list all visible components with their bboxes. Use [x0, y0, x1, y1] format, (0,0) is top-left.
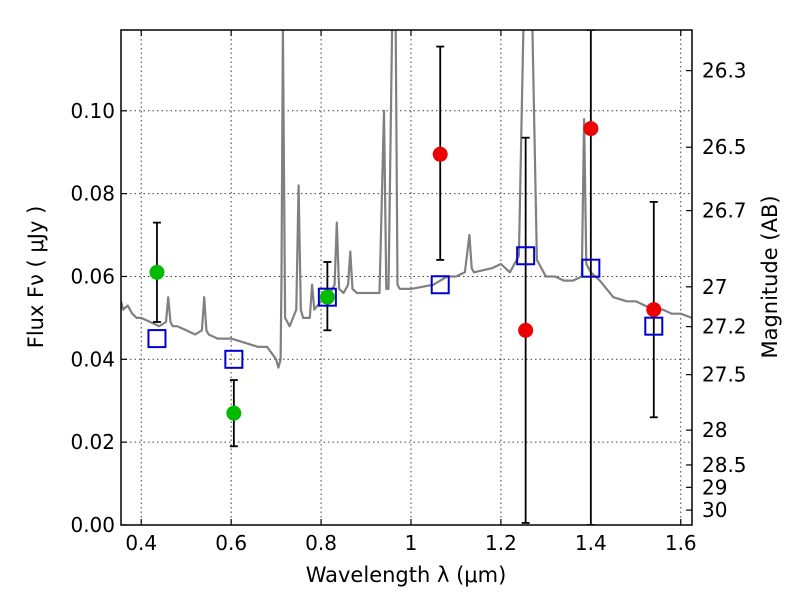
x-tick-label: 0.4	[125, 531, 157, 555]
y-tick-label: 0.06	[70, 264, 115, 288]
y2-tick-label: 26.7	[702, 199, 747, 223]
x-tick-label: 1.2	[485, 531, 517, 555]
y2-tick-label: 29	[702, 475, 727, 499]
model-photometry-square	[224, 349, 244, 369]
model-photometry-square	[147, 329, 167, 349]
x-tick-label: 0.6	[215, 531, 247, 555]
x-axis-label: Wavelength λ (μm)	[306, 563, 507, 587]
y-tick-label: 0.02	[70, 430, 115, 454]
grid	[121, 30, 692, 526]
model-photometry-square	[516, 246, 536, 266]
y-axis-label: Flux Fν ( μJy )	[24, 206, 48, 349]
model-spectrum-line	[121, 30, 692, 369]
x-tick-label: 1.6	[665, 531, 697, 555]
model-photometry-square	[317, 287, 337, 307]
y2-tick-label: 28	[702, 418, 727, 442]
observed-point	[226, 405, 242, 421]
y2-axis-label: Magnitude (AB)	[758, 195, 782, 358]
observed-point	[432, 146, 448, 162]
observed-point	[518, 322, 534, 338]
plot-frame	[120, 29, 693, 526]
model-photometry-square	[644, 316, 664, 336]
y2-tick-label: 30	[702, 498, 727, 522]
tick-labels: 0.4 0.6 0.8 1 1.2 1.4 1.6 0.00 0.02 0.04 0.06 0.08 0…	[70, 59, 746, 555]
y2-tick-label: 27	[702, 275, 727, 299]
points-layer	[147, 121, 664, 421]
model-photometry-square	[430, 275, 450, 295]
observed-point	[149, 264, 165, 280]
y2-tick-label: 26.5	[702, 135, 747, 159]
y2-tick-label: 26.3	[702, 59, 747, 83]
observed-point	[583, 121, 599, 137]
ticks	[121, 30, 692, 526]
y2-tick-label: 27.5	[702, 363, 747, 387]
observed-point	[319, 289, 335, 305]
y-tick-label: 0.04	[70, 347, 115, 371]
y2-tick-label: 28.5	[702, 453, 747, 477]
model-spectrum-layer	[121, 30, 692, 369]
y-tick-label: 0.10	[70, 99, 115, 123]
x-tick-label: 1	[405, 531, 418, 555]
y-tick-label: 0.00	[70, 513, 115, 537]
x-tick-label: 1.4	[575, 531, 607, 555]
model-photometry-square	[581, 258, 601, 278]
y-tick-label: 0.08	[70, 182, 115, 206]
y2-tick-label: 27.2	[702, 315, 747, 339]
observed-point	[646, 302, 662, 318]
x-tick-label: 0.8	[305, 531, 337, 555]
